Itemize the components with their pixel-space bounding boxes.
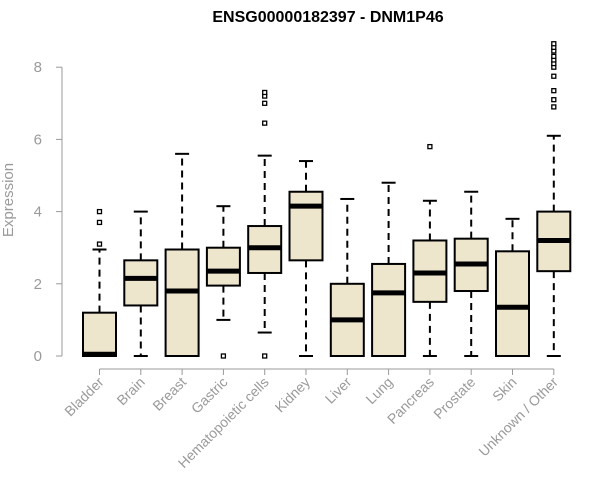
box-body [288, 190, 324, 262]
box-hematopoietic-cells [247, 89, 283, 359]
outlier-point [262, 353, 268, 359]
box-body [495, 250, 530, 357]
outlier-point [551, 73, 557, 79]
box-breast [164, 152, 200, 358]
box-body [82, 311, 117, 357]
y-axis: 0 2 4 6 8 [34, 59, 63, 365]
box-body [123, 259, 159, 307]
x-tick-label: Skin [489, 374, 520, 405]
outlier-point [262, 120, 268, 126]
outlier-point [262, 100, 268, 106]
box-liver [329, 197, 365, 357]
box-gastric [205, 205, 241, 359]
outlier-point [96, 219, 103, 226]
y-tick-label: 4 [34, 204, 42, 221]
chart-title: ENSG00000182397 - DNM1P46 [212, 9, 443, 26]
outlier-point [551, 41, 557, 47]
outlier-point [551, 104, 557, 110]
y-tick-label: 0 [34, 348, 42, 365]
x-tick-label: Kidney [272, 374, 314, 416]
outlier-point [262, 89, 268, 96]
box-pancreas [412, 143, 448, 357]
outlier-point [96, 241, 103, 247]
box-prostate [453, 190, 489, 357]
x-tick-label: Liver [322, 374, 355, 407]
box-unknown-other [536, 41, 572, 357]
x-tick-label: Prostate [430, 374, 478, 422]
box-skin [495, 217, 530, 357]
box-lung [371, 181, 407, 358]
y-tick-label: 8 [34, 59, 42, 76]
box-body [164, 248, 200, 358]
outlier-point [96, 208, 103, 215]
boxes-group [82, 41, 572, 359]
outlier-point [551, 53, 557, 60]
x-tick-label: Breast [149, 374, 189, 414]
y-tick-label: 2 [34, 276, 42, 293]
outlier-point [551, 97, 557, 103]
box-bladder [82, 208, 117, 357]
y-axis-label: Expression [0, 163, 17, 237]
box-kidney [288, 160, 324, 357]
x-tick-label: Bladder [61, 374, 107, 420]
x-tick-label: Brain [113, 374, 147, 408]
box-body [371, 262, 407, 358]
box-body [205, 246, 241, 287]
y-tick-label: 6 [34, 131, 42, 148]
outlier-point [427, 143, 433, 150]
outlier-point [551, 88, 557, 94]
box-brain [123, 210, 159, 357]
x-tick-label: Lung [362, 374, 395, 407]
outlier-point [220, 353, 227, 359]
